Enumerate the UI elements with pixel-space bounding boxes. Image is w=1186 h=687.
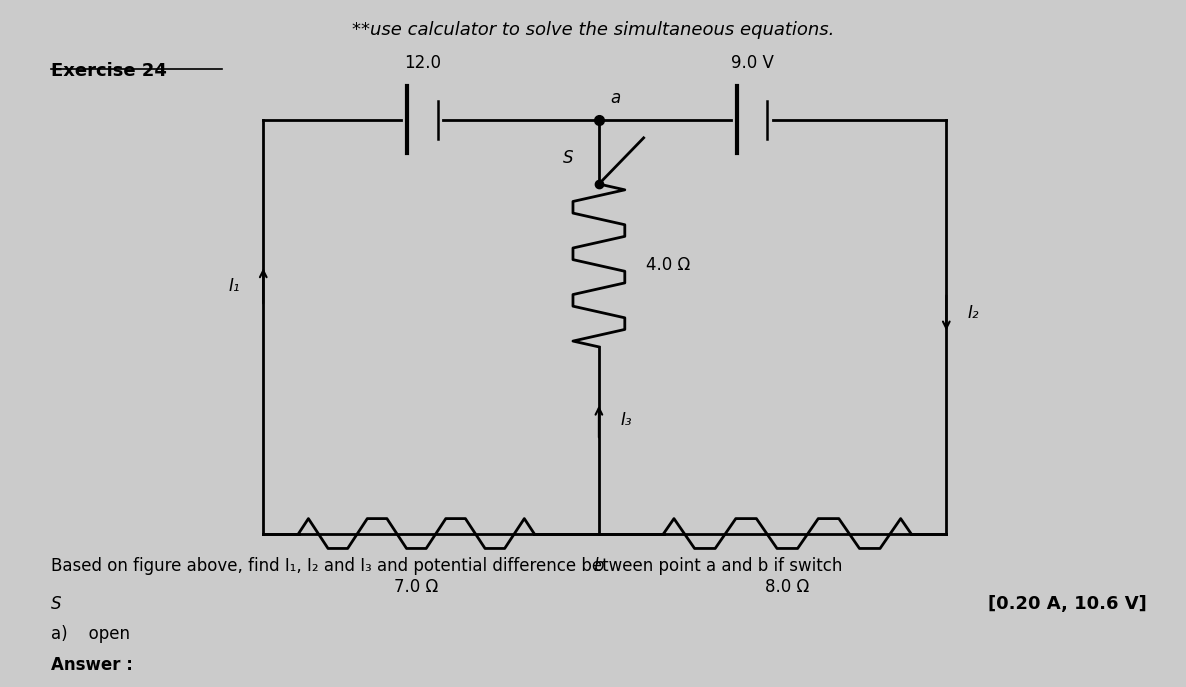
Text: [0.20 A, 10.6 V]: [0.20 A, 10.6 V] [988, 595, 1147, 613]
Text: 8.0 Ω: 8.0 Ω [765, 578, 809, 596]
Text: **use calculator to solve the simultaneous equations.: **use calculator to solve the simultaneo… [352, 21, 834, 39]
Text: S: S [51, 595, 62, 613]
Text: a: a [611, 89, 621, 107]
Text: 4.0 Ω: 4.0 Ω [646, 256, 690, 274]
Text: Exercise 24: Exercise 24 [51, 62, 167, 80]
Text: Based on figure above, find I₁, I₂ and I₃ and potential difference between point: Based on figure above, find I₁, I₂ and I… [51, 557, 842, 575]
Text: a)    open: a) open [51, 625, 130, 643]
Text: 7.0 Ω: 7.0 Ω [394, 578, 439, 596]
Text: S: S [562, 149, 573, 167]
Text: I₃: I₃ [620, 411, 632, 429]
Text: Answer :: Answer : [51, 655, 133, 674]
Text: I₂: I₂ [968, 304, 978, 322]
Text: I₁: I₁ [228, 277, 240, 295]
Text: 12.0: 12.0 [403, 54, 441, 72]
Text: b: b [594, 557, 604, 575]
Text: 9.0 V: 9.0 V [731, 54, 773, 72]
